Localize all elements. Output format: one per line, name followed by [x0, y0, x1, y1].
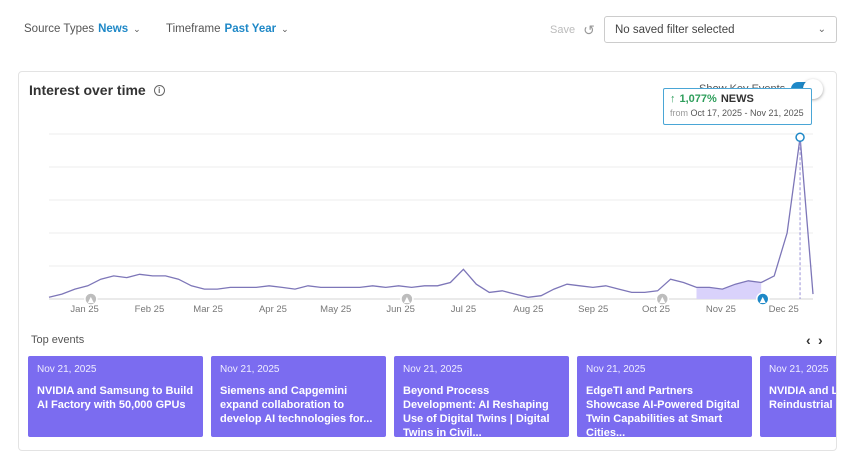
event-date: Nov 21, 2025: [220, 364, 280, 375]
card-title-text: Interest over time: [29, 82, 146, 98]
x-tick-label: Jan 25: [70, 304, 99, 315]
undo-icon[interactable]: ↺: [583, 22, 595, 38]
x-tick-label: Sep 25: [578, 304, 608, 315]
x-tick-label: Dec 25: [769, 304, 799, 315]
save-group: Save ↺: [550, 22, 595, 38]
peak-point: [795, 132, 805, 143]
event-marker-glyph: ▲: [88, 295, 95, 304]
x-tick-label: Jul 25: [451, 304, 476, 315]
event-marker-icon[interactable]: [756, 292, 770, 306]
interest-card: Interest over time i Show Key Events Jan…: [18, 71, 837, 451]
x-tick-label: Feb 25: [135, 304, 165, 315]
save-button[interactable]: Save: [550, 24, 576, 36]
tooltip-percent: 1,077%: [679, 93, 717, 105]
event-card[interactable]: Nov 21, 2025 NVIDIA and Leaders Dri Rein…: [760, 356, 836, 437]
timeframe-value[interactable]: Past Year: [224, 23, 277, 35]
event-date: Nov 21, 2025: [403, 364, 463, 375]
info-icon[interactable]: i: [153, 84, 165, 96]
series-line: [48, 137, 814, 298]
tooltip-label: NEWS: [720, 93, 754, 105]
event-card[interactable]: Nov 21, 2025 EdgeTI and Partners Showcas…: [577, 356, 752, 437]
event-card[interactable]: Nov 21, 2025 Siemens and Capgemini expan…: [211, 356, 386, 437]
events-carousel: Nov 21, 2025 NVIDIA and Samsung to Build…: [28, 356, 836, 438]
event-markers: ▲ ▲ ▲ ▲: [84, 292, 770, 306]
event-headline: NVIDIA and Samsung to Build AI Factory w…: [37, 385, 194, 411]
x-tick-label: May 25: [320, 304, 351, 315]
x-tick-label: Oct 25: [642, 304, 670, 315]
x-tick-label: Apr 25: [259, 304, 287, 315]
event-marker-icon[interactable]: [400, 292, 414, 306]
event-headline: Siemens and Capgemini expand collaborati…: [220, 385, 373, 425]
chart-tooltip: ↑ 1,077% NEWS from Oct 17, 2025 - Nov 21…: [663, 88, 812, 125]
filter-bar: Source Types News ⌄ Timeframe Past Year …: [0, 0, 852, 60]
tooltip-range: Oct 17, 2025 - Nov 21, 2025: [690, 108, 804, 118]
highlight-area: [696, 280, 762, 299]
event-marker-glyph: ▲: [760, 295, 767, 304]
interest-chart: Jan 25 Feb 25 Mar 25 Apr 25 May 25 Jun 25 Jul …: [48, 132, 814, 315]
saved-filter-value: No saved filter selected: [615, 23, 735, 36]
event-marker-icon[interactable]: [84, 292, 98, 306]
tooltip-from: from: [670, 108, 688, 118]
prev-events-button[interactable]: ‹: [806, 332, 811, 348]
x-axis-ticks: Jan 25 Feb 25 Mar 25 Apr 25 May 25 Jun 25 Jul …: [70, 304, 798, 315]
chevron-down-icon[interactable]: ⌄: [133, 23, 141, 34]
source-types-filter[interactable]: Source Types News ⌄: [24, 23, 141, 35]
x-tick-label: Mar 25: [193, 304, 223, 315]
event-date: Nov 21, 2025: [769, 364, 829, 375]
event-date: Nov 21, 2025: [37, 364, 97, 375]
x-tick-label: Aug 25: [513, 304, 543, 315]
x-tick-label: Nov 25: [706, 304, 736, 315]
chevron-down-icon[interactable]: ⌄: [281, 23, 289, 34]
event-marker-icon[interactable]: [655, 292, 670, 306]
timeframe-label: Timeframe: [166, 23, 221, 35]
event-headline: Beyond Process Development: AI Reshaping…: [403, 385, 550, 437]
saved-filter-select[interactable]: No saved filter selected ⌄: [604, 16, 837, 43]
timeframe-filter[interactable]: Timeframe Past Year ⌄: [166, 23, 289, 35]
chart-grid: [49, 133, 813, 300]
top-events-title: Top events: [31, 334, 85, 346]
event-card[interactable]: Nov 21, 2025 Beyond Process Development:…: [394, 356, 569, 437]
event-headline: NVIDIA and Leaders Dri Reindustrial: [769, 385, 836, 411]
event-marker-glyph: ▲: [659, 295, 666, 304]
event-marker-glyph: ▲: [404, 295, 411, 304]
source-types-value[interactable]: News: [98, 23, 129, 35]
next-events-button[interactable]: ›: [818, 332, 823, 348]
event-card[interactable]: Nov 21, 2025 NVIDIA and Samsung to Build…: [28, 356, 203, 437]
source-types-label: Source Types: [24, 23, 95, 35]
chevron-down-icon: ⌄: [817, 24, 826, 35]
event-headline: EdgeTI and Partners Showcase AI-Powered …: [586, 385, 740, 437]
arrow-up-icon: ↑: [670, 93, 676, 105]
card-title: Interest over time i: [29, 82, 165, 98]
x-tick-label: Jun 25: [386, 304, 415, 315]
event-date: Nov 21, 2025: [586, 364, 646, 375]
